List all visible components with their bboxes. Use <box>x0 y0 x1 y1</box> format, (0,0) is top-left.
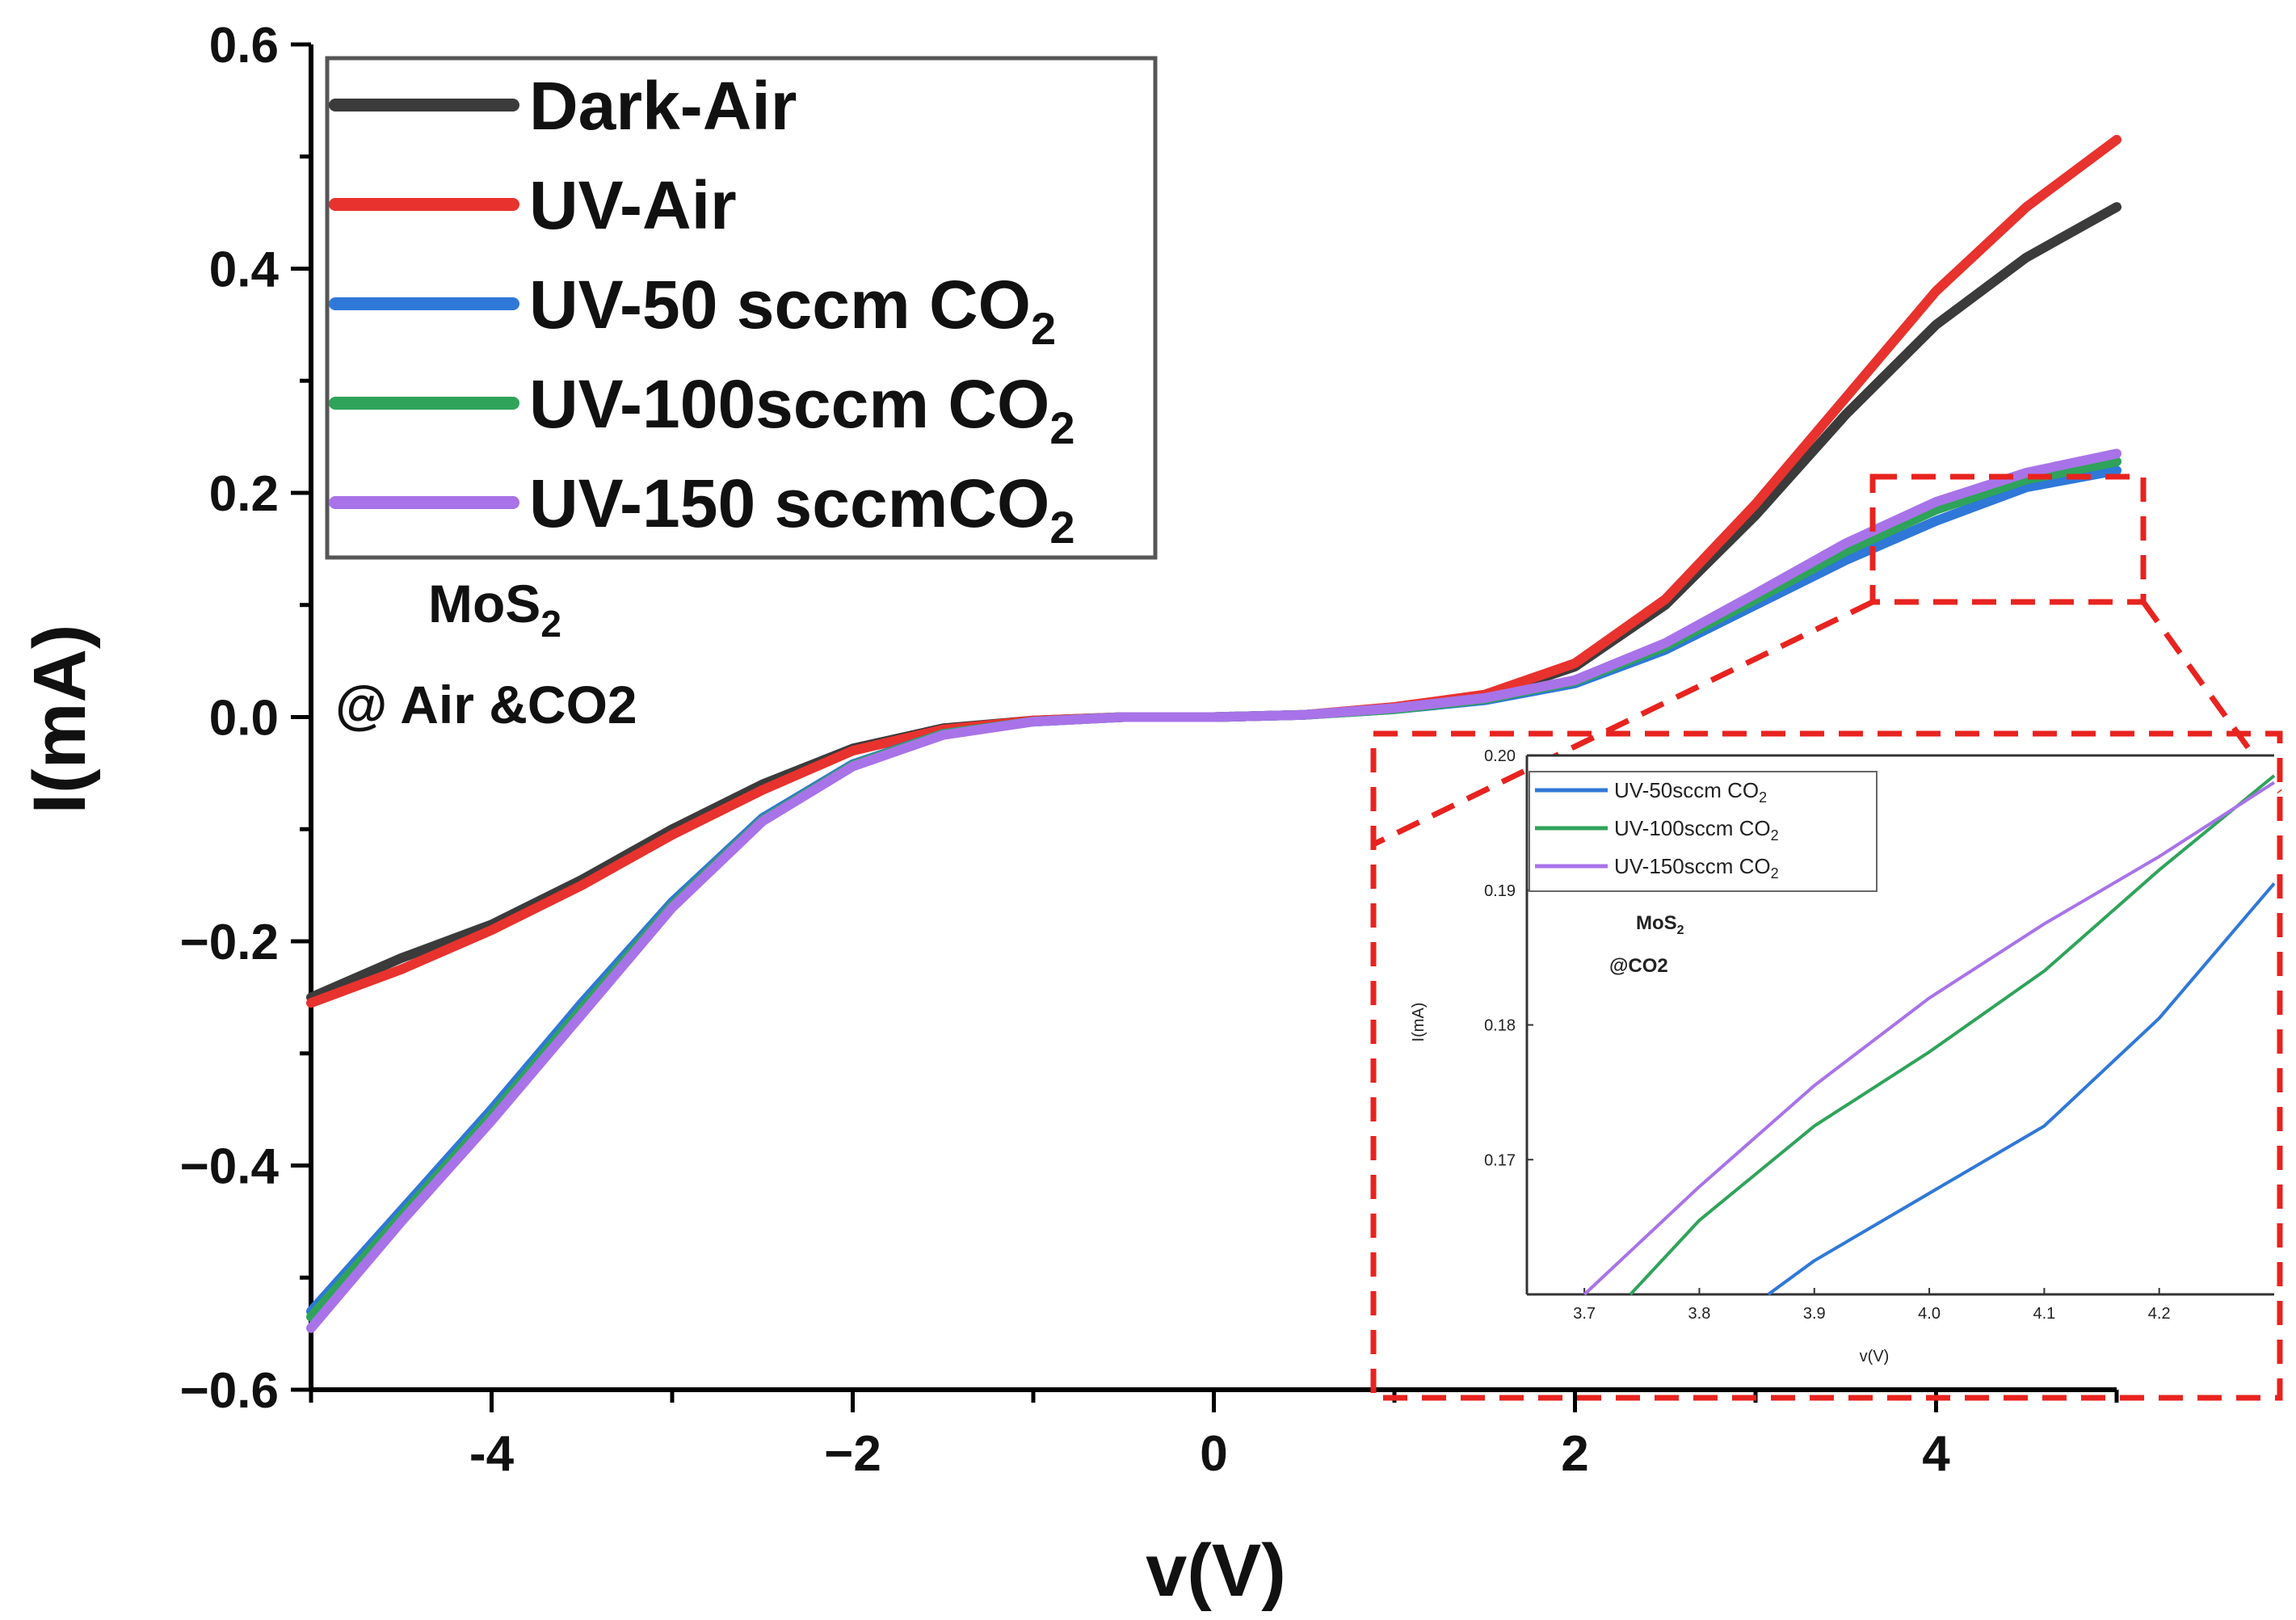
inset-x-tick-label: 3.9 <box>1803 1305 1826 1323</box>
y-tick-label: −0.2 <box>180 915 279 970</box>
legend-label-subscript: 2 <box>1049 502 1074 553</box>
material-subscript: 2 <box>540 603 561 645</box>
legend-label-uv-air: UV-Air <box>529 167 737 243</box>
inset-x-tick-label: 3.8 <box>1688 1305 1711 1323</box>
inset-x-tick-label: 3.7 <box>1573 1305 1596 1323</box>
x-tick-label: -4 <box>469 1426 515 1482</box>
legend-label-dark-air: Dark-Air <box>529 68 797 144</box>
x-axis-title: v(V) <box>1146 1530 1286 1612</box>
legend-label-text: UV-100sccm CO <box>529 366 1049 442</box>
legend-label-subscript: 2 <box>1031 303 1056 354</box>
inset-legend-label-subscript: 2 <box>1759 789 1767 806</box>
inset-y-tick-label: 0.18 <box>1484 1017 1516 1035</box>
legend-label-subscript: 2 <box>1049 402 1074 453</box>
x-tick-label: 2 <box>1561 1426 1588 1482</box>
inset-series-line-uv-50sccm-co2 <box>1767 882 2276 1296</box>
legend-label-text: UV-150 sccmCO <box>529 465 1049 541</box>
inset-material-annotation: MoS2 <box>1636 912 1684 937</box>
inset-condition-annotation: @CO2 <box>1609 955 1668 977</box>
inset-y-tick-label: 0.19 <box>1484 882 1516 900</box>
inset-legend-label-text: UV-150sccm CO <box>1614 854 1771 878</box>
y-tick-label: −0.6 <box>180 1363 279 1419</box>
inset-series-line-uv-100sccm-co2 <box>1629 774 2276 1296</box>
zoom-region-box <box>1869 473 2147 605</box>
zoom-connector-left <box>1372 599 1874 848</box>
main-series <box>306 134 2121 1333</box>
inset-legend-label-text: UV-100sccm CO <box>1614 816 1771 840</box>
legend-label-uv-50-sccm-co2: UV-50 sccm CO2 <box>529 267 1056 354</box>
inset-x-tick-label: 4.2 <box>2148 1305 2171 1323</box>
y-tick-label: 0.6 <box>209 18 279 74</box>
inset-y-tick-label: 0.20 <box>1484 747 1516 765</box>
x-tick-label: 0 <box>1200 1426 1227 1482</box>
inset-legend-label-uv-50sccm-co2: UV-50sccm CO2 <box>1614 778 1767 806</box>
inset-material-subscript: 2 <box>1677 924 1684 937</box>
x-tick-label: −2 <box>824 1426 881 1482</box>
y-axis-title: I(mA) <box>19 624 101 814</box>
condition-annotation: @ Air &CO2 <box>335 675 637 734</box>
inset-legend-label-text: UV-50sccm CO <box>1614 778 1759 802</box>
inset-material-label: MoS <box>1636 912 1677 934</box>
y-tick-label: −0.4 <box>180 1139 280 1195</box>
y-tick-label: 0.4 <box>209 242 280 298</box>
y-tick-label: 0.0 <box>209 691 279 747</box>
main-ticks: 0.6 0.4 0.2 0.0 −0.2 −0.4 −0.6 -4 −2 0 2 4 <box>180 18 2119 1482</box>
inset-y-axis-title: I(mA) <box>1410 1003 1428 1042</box>
legend-label-text: UV-50 sccm CO <box>529 267 1031 343</box>
inset-y-tick-label: 0.17 <box>1484 1151 1516 1169</box>
inset-x-tick-label: 4.1 <box>2033 1305 2055 1323</box>
inset-legend-label-subscript: 2 <box>1771 865 1779 882</box>
legend-box <box>325 56 1158 560</box>
legend-label-uv-100-sccm-co2: UV-100sccm CO2 <box>529 366 1075 453</box>
inset-chart: 0.20 0.19 0.18 0.17 3.7 3.8 3.9 4.0 4.1 4.2 UV-50… <box>1410 747 2276 1365</box>
legend-label-text: UV-Air <box>529 167 737 243</box>
legend-label-uv-150-sccm-co2: UV-150 sccmCO2 <box>529 465 1075 553</box>
inset-legend-label-uv-150sccm-co2: UV-150sccm CO2 <box>1614 854 1779 882</box>
inset-legend-label-subscript: 2 <box>1771 827 1779 844</box>
legend-label-text: Dark-Air <box>529 68 797 144</box>
inset-series-line-uv-150sccm-co2 <box>1583 781 2276 1296</box>
x-tick-label: 4 <box>1922 1426 1950 1482</box>
inset-frame-box <box>1370 730 2283 1401</box>
series-line-uv-150-sccm-co2 <box>306 448 2121 1333</box>
inset-legend-label-uv-100sccm-co2: UV-100sccm CO2 <box>1614 816 1779 844</box>
inset-x-axis-title: v(V) <box>1860 1348 1890 1365</box>
inset-series <box>1583 774 2276 1296</box>
material-label: MoS <box>428 574 540 633</box>
y-tick-label: 0.2 <box>209 466 279 522</box>
material-annotation: MoS2 <box>428 574 561 645</box>
inset-ticks: 0.20 0.19 0.18 0.17 3.7 3.8 3.9 4.0 4.1 4.2 <box>1484 747 2171 1323</box>
inset-x-tick-label: 4.0 <box>1918 1305 1941 1323</box>
